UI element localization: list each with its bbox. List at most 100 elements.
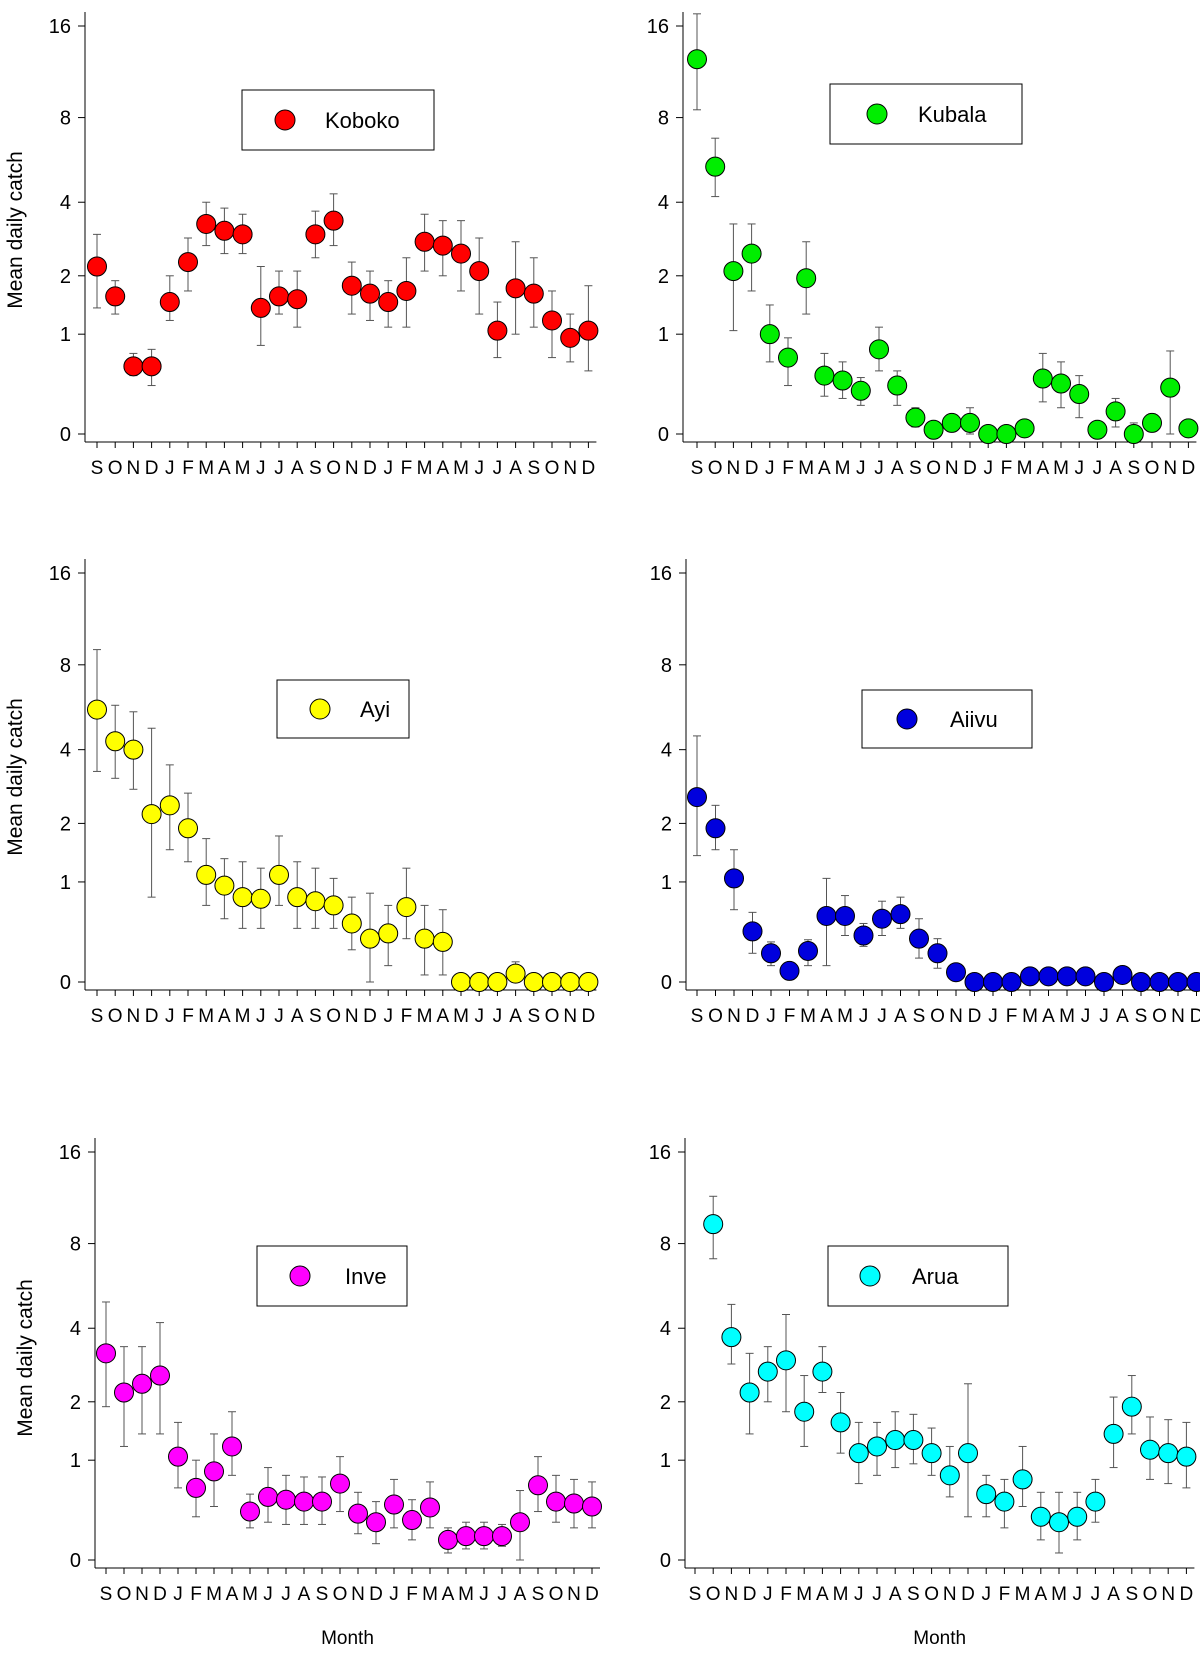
x-tick-label: J: [765, 458, 775, 479]
x-tick-label: A: [226, 1584, 239, 1605]
data-point: [958, 1443, 978, 1464]
x-tick-label: J: [383, 458, 393, 479]
legend-label: Kubala: [918, 102, 987, 127]
x-tick-label: D: [961, 1584, 975, 1605]
y-tick-label: 2: [60, 266, 71, 288]
data-point: [330, 1473, 350, 1494]
x-tick-label: S: [309, 1006, 322, 1027]
y-axis-label: Mean daily catch: [4, 151, 27, 309]
data-point: [505, 278, 526, 299]
x-tick-label: J: [1081, 1006, 1091, 1027]
data-point: [348, 1503, 368, 1524]
x-tick-label: J: [165, 458, 175, 479]
data-point: [451, 243, 471, 264]
x-tick-label: J: [859, 1006, 869, 1027]
x-tick-label: J: [1074, 458, 1084, 479]
x-tick-label: O: [117, 1584, 132, 1605]
x-tick-label: A: [509, 1006, 522, 1027]
x-tick-label: S: [689, 1584, 702, 1605]
data-point: [903, 1430, 924, 1451]
y-tick-label: 1: [60, 872, 71, 894]
legend-label: Ayi: [360, 697, 390, 722]
data-point: [872, 908, 892, 929]
legend-marker: [309, 698, 331, 720]
data-point: [378, 292, 399, 313]
y-tick-label: 2: [70, 1392, 81, 1414]
data-point: [438, 1529, 458, 1550]
x-tick-label: A: [298, 1584, 311, 1605]
x-tick-label: S: [91, 1006, 104, 1027]
data-point: [414, 231, 435, 252]
x-tick-label: A: [820, 1006, 833, 1027]
y-tick-label: 16: [49, 563, 71, 585]
y-tick-label: 0: [60, 972, 71, 994]
x-tick-label: N: [1171, 1006, 1185, 1027]
x-tick-label: F: [782, 458, 794, 479]
legend-box: [241, 89, 435, 151]
data-point: [798, 940, 818, 961]
data-point: [941, 412, 962, 433]
x-tick-label: J: [988, 1006, 998, 1027]
data-point: [1057, 966, 1077, 987]
x-tick-label: D: [585, 1584, 599, 1605]
legend-box: [276, 679, 410, 739]
data-point: [505, 963, 526, 984]
x-tick-label: J: [1099, 1006, 1109, 1027]
data-point: [1012, 1469, 1033, 1490]
data-point: [523, 972, 544, 992]
data-point: [159, 795, 180, 816]
x-tick-label: J: [281, 1584, 291, 1605]
x-tick-label: M: [1017, 458, 1033, 479]
y-tick-label: 16: [59, 1142, 81, 1164]
data-point: [141, 356, 162, 377]
data-point: [794, 1401, 815, 1422]
data-point: [168, 1446, 188, 1467]
y-tick-label: 2: [660, 1392, 671, 1414]
x-tick-label: M: [206, 1584, 222, 1605]
x-tick-label: A: [509, 458, 522, 479]
y-tick-label: 4: [660, 1318, 671, 1340]
x-tick-label: A: [514, 1584, 527, 1605]
data-point: [123, 739, 144, 760]
x-tick-label: J: [274, 458, 284, 479]
legend-marker: [859, 1265, 881, 1287]
x-tick-label: S: [316, 1584, 329, 1605]
data-point: [87, 699, 107, 720]
x-tick-label: D: [1190, 1006, 1200, 1027]
data-point: [469, 261, 490, 282]
x-tick-label: N: [943, 1584, 957, 1605]
x-tick-label: M: [835, 458, 851, 479]
data-point: [687, 787, 707, 808]
x-tick-label: N: [345, 1006, 359, 1027]
x-tick-label: N: [1163, 458, 1177, 479]
data-point: [742, 921, 763, 942]
data-point: [1085, 1491, 1106, 1512]
x-tick-label: F: [182, 1006, 194, 1027]
x-tick-label: N: [563, 1006, 577, 1027]
data-point: [1087, 419, 1108, 440]
x-tick-label: J: [766, 1006, 776, 1027]
y-tick-label: 2: [658, 266, 669, 288]
x-axis-label: Month: [913, 1628, 966, 1649]
data-point: [1186, 972, 1200, 992]
x-tick-label: A: [1107, 1584, 1120, 1605]
y-tick-label: 1: [660, 1450, 671, 1472]
x-tick-label: O: [930, 1006, 945, 1027]
data-point: [816, 905, 837, 926]
data-point: [250, 297, 271, 318]
data-point: [927, 943, 948, 964]
x-tick-label: F: [406, 1584, 418, 1605]
y-tick-label: 16: [647, 16, 669, 38]
data-point: [360, 928, 380, 949]
x-tick-label: N: [127, 458, 141, 479]
y-tick-label: 8: [660, 1234, 671, 1256]
x-tick-label: J: [165, 1006, 175, 1027]
x-tick-label: F: [1001, 458, 1013, 479]
y-tick-label: 16: [649, 1142, 671, 1164]
data-point: [960, 412, 980, 433]
x-tick-label: A: [816, 1584, 829, 1605]
x-tick-label: J: [493, 1006, 503, 1027]
